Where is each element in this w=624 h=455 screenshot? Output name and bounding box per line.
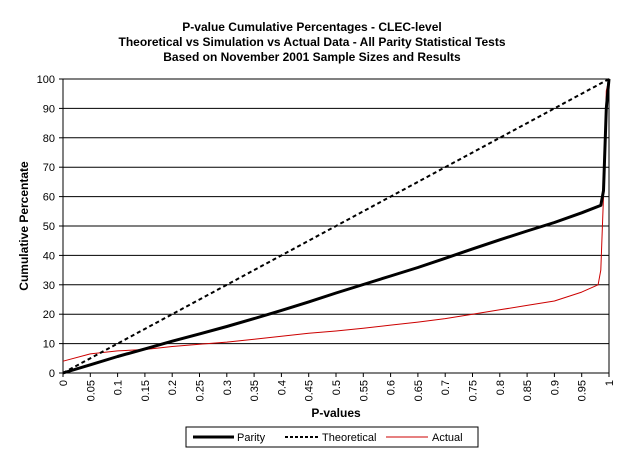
- y-axis-title: Cumulative Percentate: [17, 161, 31, 291]
- y-tick-label: 0: [49, 368, 55, 380]
- legend-box: [185, 426, 479, 448]
- x-tick-label: 0.65: [413, 380, 425, 401]
- x-tick-label: 0.6: [386, 380, 398, 395]
- chart-title-line-2: Theoretical vs Simulation vs Actual Data…: [118, 35, 505, 49]
- x-tick-label: 0.9: [549, 380, 561, 395]
- x-tick-label: 0.4: [276, 380, 288, 395]
- x-tick-label: 0: [58, 380, 70, 386]
- y-axis-ticks: 0 10 20 30 40 50 60 70 80 90 100: [37, 74, 63, 380]
- x-axis-ticks: 0 0.05 0.1 0.15 0.2 0.25 0.3 0.35 0.4 0.45 0.5 0.55…: [58, 373, 616, 401]
- y-tick-label: 60: [43, 192, 55, 204]
- legend-label-actual: Actual: [432, 432, 463, 444]
- x-tick-label: 0.8: [495, 380, 507, 395]
- x-tick-label: 0.2: [167, 380, 179, 395]
- x-tick-label: 0.05: [85, 380, 97, 401]
- x-tick-label: 0.75: [468, 380, 480, 401]
- legend-label-theoretical: Theoretical: [322, 432, 376, 444]
- y-tick-label: 80: [43, 133, 55, 145]
- y-tick-label: 40: [43, 250, 55, 262]
- legend-label-parity: Parity: [237, 432, 266, 444]
- x-axis-title: P-values: [311, 406, 361, 420]
- series-lines: [62, 78, 611, 375]
- y-tick-label: 50: [43, 221, 55, 233]
- x-tick-label: 0.5: [331, 380, 343, 395]
- y-tick-label: 20: [43, 309, 55, 321]
- chart-title-line-3: Based on November 2001 Sample Sizes and …: [163, 50, 461, 64]
- series-line-theoretical: [62, 78, 610, 374]
- x-tick-label: 0.3: [222, 380, 234, 395]
- series-line-parity: [62, 78, 611, 375]
- chart-title-line-1: P-value Cumulative Percentages - CLEC-le…: [182, 20, 441, 34]
- x-tick-label: 0.1: [113, 380, 125, 395]
- gridlines: [63, 107, 609, 345]
- x-tick-label: 0.95: [577, 380, 589, 401]
- series-line-actual: [62, 78, 610, 362]
- y-tick-label: 30: [43, 280, 55, 292]
- x-tick-label: 0.55: [358, 380, 370, 401]
- y-tick-label: 90: [43, 103, 55, 115]
- y-tick-label: 70: [43, 162, 55, 174]
- x-tick-label: 0.25: [195, 380, 207, 401]
- x-tick-label: 1: [604, 380, 616, 386]
- y-tick-label: 100: [37, 74, 55, 86]
- x-tick-label: 0.85: [522, 380, 534, 401]
- y-tick-label: 10: [43, 339, 55, 351]
- x-tick-label: 0.45: [304, 380, 316, 401]
- x-tick-label: 0.7: [440, 380, 452, 395]
- x-tick-label: 0.15: [140, 380, 152, 401]
- x-tick-label: 0.35: [249, 380, 261, 401]
